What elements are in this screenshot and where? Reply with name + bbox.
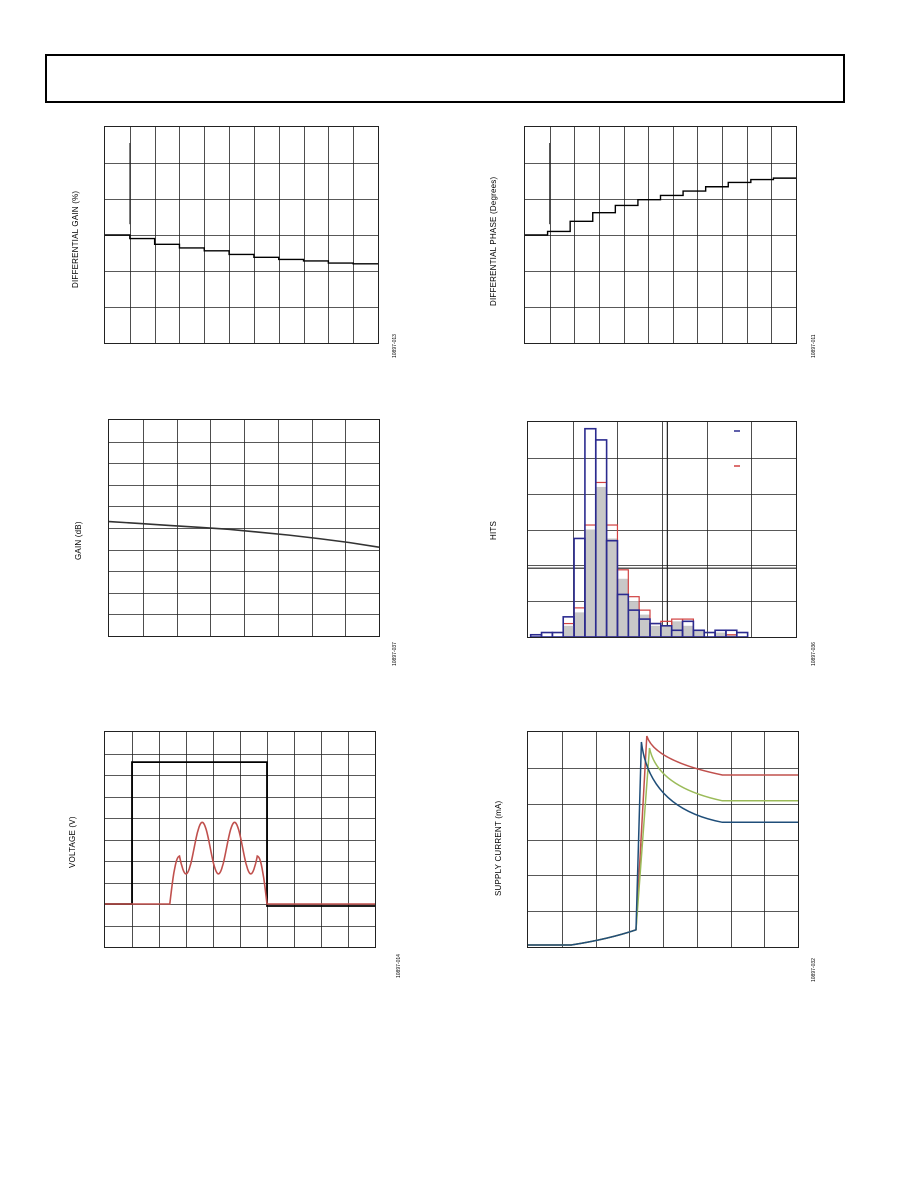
chart-svg (105, 732, 375, 947)
page-header-box (45, 54, 845, 103)
hist-bar (595, 486, 607, 637)
dp-ylabel: DIFFERENTIAL PHASE (Degrees) (489, 176, 498, 306)
data-line (105, 234, 378, 265)
supply-current-line (528, 747, 798, 946)
chart-svg (109, 420, 379, 636)
hist-bar (735, 631, 749, 637)
dg-figure-id: 10897-013 (392, 334, 398, 358)
chart-voltage (104, 731, 376, 948)
hist-bar (682, 625, 694, 637)
supply-current-line (528, 741, 798, 946)
gain-figure-id: 10897-037 (392, 642, 398, 666)
hist-bar (628, 601, 640, 637)
dg-ylabel: DIFFERENTIAL GAIN (%) (71, 190, 80, 288)
dp-figure-id: 10897-011 (811, 334, 817, 358)
gain-line (109, 520, 379, 548)
chart-hits-histogram (527, 421, 797, 638)
hist-bar (540, 631, 554, 637)
hits-figure-id: 10897-036 (811, 642, 817, 666)
hist-bar (650, 625, 661, 637)
chart-svg (105, 127, 378, 343)
hist-bar (703, 631, 716, 637)
hist-bar (551, 631, 565, 637)
chart-supply-current (527, 731, 799, 948)
hist-bar (617, 578, 629, 637)
hist-bar (584, 529, 596, 637)
hist-bar (574, 612, 585, 637)
hist-bar (606, 538, 618, 637)
isup-ylabel: SUPPLY CURRENT (mA) (494, 800, 503, 896)
chart-svg (528, 422, 796, 637)
volt-ylabel: VOLTAGE (V) (68, 816, 77, 868)
gain-ylabel: GAIN (dB) (74, 521, 83, 560)
voltage-oscillation-red (105, 821, 375, 905)
hist-bar (681, 620, 695, 637)
chart-svg (528, 732, 798, 947)
chart-differential-phase (524, 126, 797, 344)
data-line (525, 177, 796, 236)
hits-ylabel: HITS (489, 520, 498, 540)
hist-bar (660, 625, 672, 637)
hist-bar (639, 614, 651, 637)
hist-bar (529, 633, 543, 637)
chart-svg (525, 127, 796, 343)
chart-gain (108, 419, 380, 637)
hist-bar (715, 632, 726, 637)
hist-bar (725, 634, 737, 637)
hist-bar (671, 621, 683, 637)
hist-bar (605, 539, 619, 637)
chart-differential-gain (104, 126, 379, 344)
hist-bar (693, 630, 705, 637)
volt-figure-id: 10897-014 (396, 954, 402, 978)
hist-bar (563, 625, 575, 637)
isup-figure-id: 10897-032 (811, 958, 817, 982)
